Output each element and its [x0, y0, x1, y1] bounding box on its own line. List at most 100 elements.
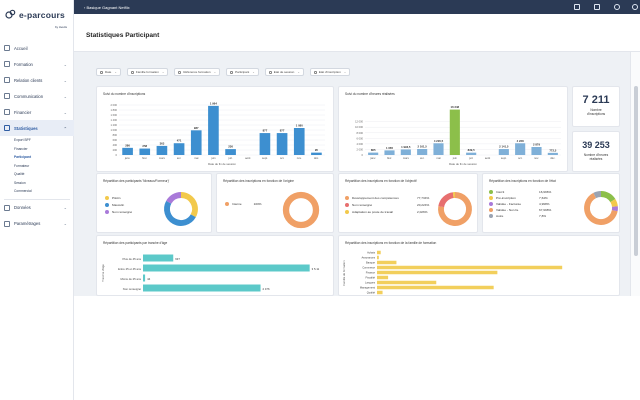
filter-etat-session[interactable]: Etat de session ⌄ [264, 68, 304, 76]
sidebar-item-relation-clients[interactable]: Relation clients ⌄ [0, 72, 74, 88]
chevron-down-icon: ⌄ [63, 221, 67, 226]
bar-value-label: 1 964 [210, 101, 217, 105]
legend-item: Développement des compétences [345, 196, 399, 200]
legend-value: 67,998% [539, 208, 552, 212]
subitem-formateur[interactable]: Formateur [14, 163, 30, 168]
back-link[interactable]: ‹ Basique Gagnant Netflix [84, 5, 130, 10]
y-tick-label: 0 [362, 153, 364, 157]
legend-swatch [105, 210, 109, 214]
legend-item: Pilotin [105, 196, 120, 200]
origine-donut-chart [282, 191, 320, 229]
bar [139, 148, 151, 155]
niveau-donut-chart [164, 192, 198, 226]
scrollbar[interactable] [630, 52, 640, 296]
legend-item: Pré-inscription [489, 196, 516, 200]
sidebar-item-donnees[interactable]: Données ⌄ [0, 200, 74, 216]
legend-label: Pilotin [112, 196, 121, 200]
bar [225, 149, 236, 155]
subitem-participant[interactable]: Participant [14, 155, 32, 160]
y-tick-label: 10 000 [355, 125, 363, 129]
sidebar-item-label: Formation [14, 61, 33, 67]
filter-etat-inscription[interactable]: Etat d'inscription ⌄ [309, 68, 351, 76]
sidebar-item-formation[interactable]: Formation ⌄ [0, 56, 74, 72]
kpi-inscriptions: 7 211 Nombre d'inscriptions [572, 86, 620, 127]
etat-donut-chart [584, 191, 618, 225]
y-tick-label: 2 000 [111, 103, 118, 107]
y-tick-label: Management [360, 286, 375, 290]
bar [143, 284, 261, 292]
dashboard: Date ⌄ Famille formation ⌄ Référence forma… [74, 52, 630, 296]
y-tick-label: 1 600 [111, 113, 118, 117]
chart-title: Répartition des inscriptions en fonction… [345, 179, 417, 183]
sidebar-item-label: Données [14, 205, 31, 210]
bar-value-label: 16 348 [451, 105, 460, 109]
subitem-export-bpf[interactable]: Export BPF [14, 138, 31, 143]
legend-item: Autre [489, 214, 503, 218]
home-icon [4, 45, 10, 51]
filter-date[interactable]: Date ⌄ [96, 68, 121, 76]
legend-swatch [489, 202, 493, 206]
subitem-financier[interactable]: Financier [14, 146, 28, 151]
subitem-session[interactable]: Session [14, 180, 26, 185]
bar [466, 152, 477, 155]
scrollbar-thumb[interactable] [634, 86, 638, 256]
bar-value-label: 258 [142, 144, 147, 148]
filter-participant[interactable]: Participant ⌄ [226, 68, 259, 76]
y-tick-label: Banque [366, 261, 376, 265]
filter-famille-formation[interactable]: Famille formation ⌄ [126, 68, 169, 76]
y-tick-label: Non renseigné [123, 287, 142, 291]
brand-logo[interactable]: e-parcours [5, 9, 65, 20]
x-tick-label: mars [403, 156, 410, 160]
export-icon[interactable] [594, 4, 600, 10]
calendar-icon [100, 70, 103, 74]
subitem-qualite[interactable]: Qualité [14, 172, 25, 177]
filter-label: Etat d'inscription [318, 70, 341, 74]
bar-value-label: 2 879 [533, 143, 540, 147]
bar [449, 109, 460, 155]
bar-value-label: 877 [263, 129, 268, 133]
legend-label: Pré-inscription [496, 196, 516, 200]
legend-value: 7,64% [539, 196, 548, 200]
tag-icon [268, 70, 272, 74]
x-tick-label: juin [452, 156, 458, 160]
legend-label: Autre [496, 214, 504, 218]
sidebar-item-accueil[interactable]: Accueil [0, 40, 74, 56]
chart-title: Répartition des inscriptions en fonction… [223, 179, 294, 183]
y-tick-label: 800 [113, 133, 118, 137]
legend-item: Masculin [105, 203, 124, 207]
y-tick-label: 12 000 [355, 120, 363, 124]
back-link-label: Basique Gagnant Netflix [86, 4, 130, 10]
user-icon[interactable] [632, 4, 638, 10]
donut-slice [610, 199, 618, 208]
sidebar-item-financier[interactable]: Financier ⌄ [0, 104, 74, 120]
x-tick-label: juin [210, 156, 216, 160]
legend-label: Validée - Non fa. [496, 208, 519, 212]
sidebar-item-label: Relation clients [14, 77, 43, 83]
bar [122, 147, 133, 155]
book-icon [4, 61, 10, 67]
gear-icon [4, 220, 10, 227]
brand-name: e-parcours [19, 9, 65, 20]
legend-item: Non renseigné [105, 210, 132, 214]
y-tick-label: 1 400 [111, 118, 118, 122]
y-axis-label: Famille de formation [342, 260, 346, 286]
page-title: Statistiques Participant [86, 32, 160, 39]
sidebar-item-communication[interactable]: Communication ⌄ [0, 88, 74, 104]
x-tick-label: avr. [420, 156, 425, 160]
bar [417, 148, 428, 155]
legend-item: Inscrit [489, 190, 504, 194]
subitem-commercial[interactable]: Commercial [14, 189, 32, 194]
bar [531, 147, 542, 155]
legend-item: Adaptation au poste de travail [345, 210, 393, 214]
help-icon[interactable] [614, 4, 620, 10]
bar-value-label: 95 [315, 148, 319, 152]
y-tick-label: 6 000 [357, 136, 364, 140]
sidebar-item-parametrages[interactable]: Paramétrages ⌄ [0, 216, 74, 232]
calendar-icon[interactable] [574, 4, 580, 10]
legend-item: Validée - Facturée [489, 202, 521, 206]
kpi-value: 7 211 [582, 94, 610, 106]
filter-reference-formation[interactable]: Référence formation ⌄ [174, 68, 221, 76]
sidebar-item-statistiques[interactable]: Statistiques ⌃ [0, 120, 74, 136]
bar [377, 275, 389, 280]
